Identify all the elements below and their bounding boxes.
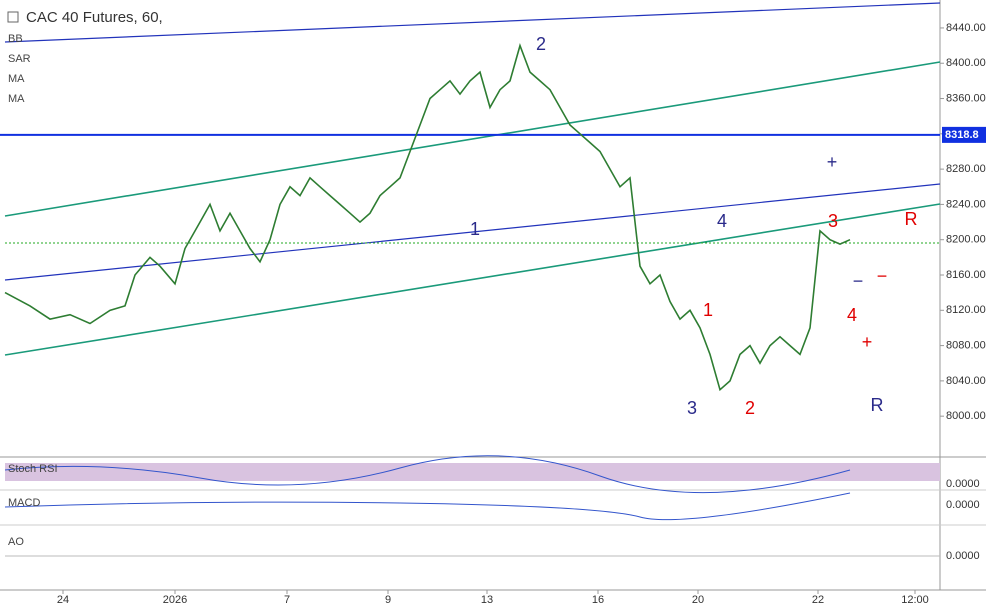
annotation: 3 xyxy=(828,211,838,231)
y-tick-label: 8000.00 xyxy=(946,410,986,422)
indicator-label[interactable]: MA xyxy=(8,73,25,85)
y-tick-label: 8360.00 xyxy=(946,92,986,104)
annotation: 4 xyxy=(717,211,727,231)
chart-title: CAC 40 Futures, 60, xyxy=(26,9,163,26)
panel-label[interactable]: Stoch RSI xyxy=(8,463,58,475)
panel-tick: 0.0000 xyxy=(946,478,980,490)
collapse-icon[interactable] xyxy=(7,11,19,23)
y-tick-label: 8440.00 xyxy=(946,22,986,34)
x-tick-label: 24 xyxy=(57,594,69,606)
macd-line xyxy=(4,492,851,521)
y-tick-label: 8200.00 xyxy=(946,234,986,246)
annotation: 4 xyxy=(847,305,857,325)
price-tag-label: 8318.8 xyxy=(945,129,979,141)
y-tick-label: 8120.00 xyxy=(946,304,986,316)
x-tick-label: 9 xyxy=(385,594,391,606)
panel-label[interactable]: MACD xyxy=(8,497,40,509)
stoch-line xyxy=(4,455,851,494)
trendline xyxy=(4,61,941,217)
y-tick-label: 8160.00 xyxy=(946,269,986,281)
y-tick-label: 8040.00 xyxy=(946,375,986,387)
stoch-band xyxy=(5,463,940,481)
trendline xyxy=(4,203,941,356)
x-tick-label: 2026 xyxy=(163,594,187,606)
indicator-label[interactable]: BB xyxy=(8,33,23,45)
y-tick-label: 8080.00 xyxy=(946,339,986,351)
annotation: 1 xyxy=(470,219,480,239)
annotation: − xyxy=(853,271,864,291)
indicator-label[interactable]: MA xyxy=(8,93,25,105)
annotation: + xyxy=(827,152,838,172)
x-tick-label: 12:00 xyxy=(901,594,929,606)
price-tag xyxy=(942,126,986,143)
trendline xyxy=(4,183,941,281)
y-tick-label: 8400.00 xyxy=(946,57,986,69)
annotation: R xyxy=(905,209,918,229)
x-tick-label: 20 xyxy=(692,594,704,606)
y-tick-label: 8280.00 xyxy=(946,163,986,175)
x-tick-label: 13 xyxy=(481,594,493,606)
annotation: − xyxy=(877,266,888,286)
y-tick-label: 8240.00 xyxy=(946,198,986,210)
annotation: + xyxy=(862,332,873,352)
annotation: 2 xyxy=(536,34,546,54)
panel-tick: 0.0000 xyxy=(946,550,980,562)
x-tick-label: 7 xyxy=(284,594,290,606)
panel-tick: 0.0000 xyxy=(946,499,980,511)
annotation: 3 xyxy=(687,398,697,418)
x-tick-label: 16 xyxy=(592,594,604,606)
indicator-label[interactable]: SAR xyxy=(8,53,31,65)
panel-label[interactable]: AO xyxy=(8,536,24,548)
annotation: R xyxy=(871,395,884,415)
trendline xyxy=(4,2,941,43)
annotation: 1 xyxy=(703,300,713,320)
price-line-series xyxy=(4,43,851,392)
annotation: 2 xyxy=(745,398,755,418)
x-tick-label: 22 xyxy=(812,594,824,606)
